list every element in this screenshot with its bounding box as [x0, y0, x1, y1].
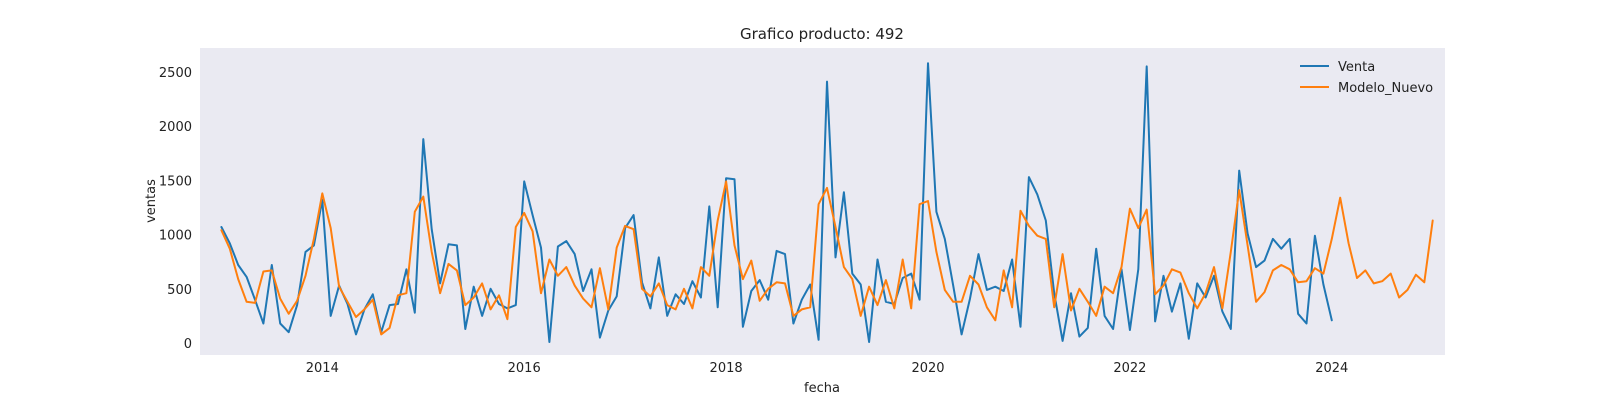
legend: Venta Modelo_Nuevo — [1300, 60, 1433, 96]
x-axis-label: fecha — [804, 381, 840, 396]
legend-label: Venta — [1338, 60, 1375, 75]
y-tick-label: 2500 — [159, 66, 192, 81]
series-line-modelo_nuevo — [220, 180, 1434, 336]
series-line-venta — [220, 62, 1333, 343]
y-tick-label: 1000 — [159, 229, 192, 244]
y-axis-label: ventas — [144, 179, 159, 223]
x-tick-label: 2024 — [1315, 361, 1348, 376]
legend-label: Modelo_Nuevo — [1338, 81, 1433, 96]
x-tick-label: 2020 — [911, 361, 944, 376]
y-tick-label: 500 — [167, 283, 192, 298]
y-tick-label: 0 — [184, 337, 192, 352]
y-tick-label: 1500 — [159, 174, 192, 189]
x-axis-ticks: 2014 2016 2018 2020 2022 2024 — [306, 361, 1349, 376]
x-tick-label: 2018 — [710, 361, 743, 376]
x-tick-label: 2014 — [306, 361, 339, 376]
x-tick-label: 2022 — [1113, 361, 1146, 376]
x-tick-label: 2016 — [508, 361, 541, 376]
series-lines — [220, 62, 1434, 343]
chart-title: Grafico producto: 492 — [740, 25, 904, 43]
y-tick-label: 2000 — [159, 120, 192, 135]
y-axis-ticks: 0 500 1000 1500 2000 2500 — [159, 66, 192, 352]
